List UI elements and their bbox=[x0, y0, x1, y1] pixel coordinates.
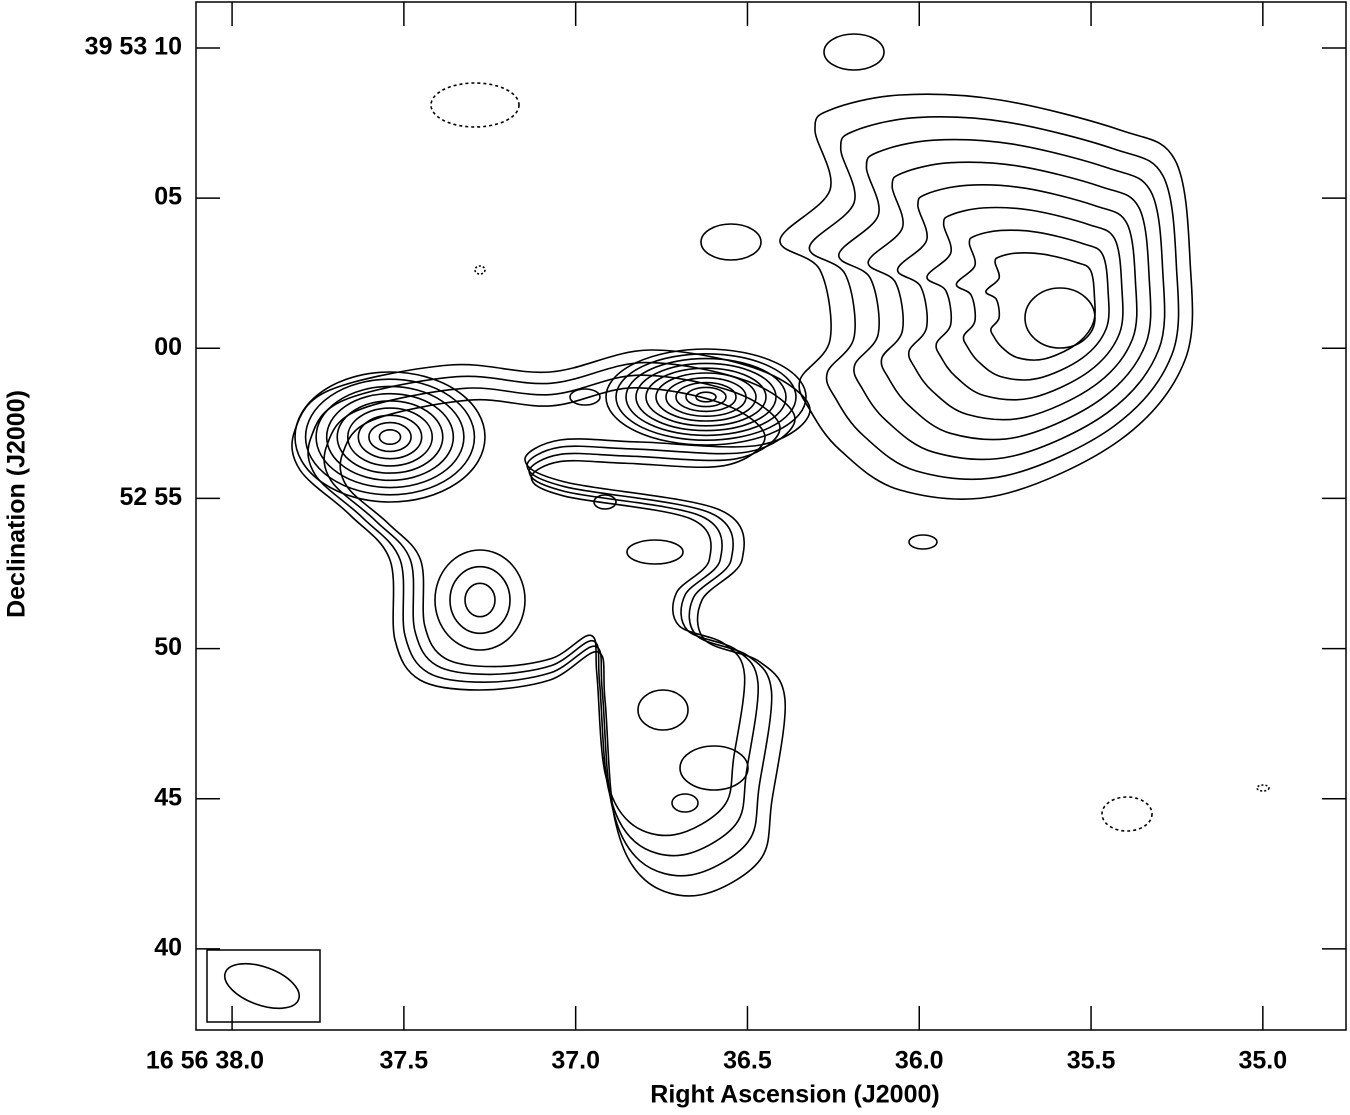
contour-line bbox=[779, 93, 1194, 500]
plot-frame bbox=[195, 1, 1347, 1031]
contour-line bbox=[336, 400, 444, 474]
contour-line bbox=[655, 372, 757, 422]
contour-line bbox=[1024, 287, 1096, 349]
contour-line bbox=[323, 374, 781, 857]
contour-line bbox=[434, 549, 526, 651]
y-tick-label: 40 bbox=[154, 934, 182, 962]
contour-line bbox=[637, 689, 689, 731]
x-tick-label: 37.0 bbox=[551, 1047, 600, 1075]
x-tick-label: 36.5 bbox=[723, 1047, 772, 1075]
contour-line bbox=[838, 138, 1166, 461]
contour-line bbox=[700, 223, 762, 261]
contour-line bbox=[808, 116, 1180, 480]
contour-line bbox=[291, 349, 811, 897]
contour-line bbox=[908, 534, 938, 550]
x-tick-label: 35.5 bbox=[1067, 1047, 1116, 1075]
contour-line bbox=[325, 392, 455, 482]
contour-line bbox=[368, 421, 412, 453]
contour-line bbox=[615, 352, 797, 441]
y-tick-label: 00 bbox=[154, 333, 182, 361]
contour-map bbox=[291, 33, 1270, 897]
contour-line bbox=[645, 367, 767, 427]
contour-line bbox=[1101, 796, 1153, 832]
contour-line bbox=[346, 407, 434, 467]
contour-line bbox=[896, 184, 1138, 421]
contour-line bbox=[985, 252, 1096, 361]
x-tick-label: 36.0 bbox=[895, 1047, 944, 1075]
contour-line bbox=[625, 357, 787, 437]
contour-line bbox=[378, 428, 402, 446]
x-axis-label: Right Ascension (J2000) bbox=[650, 1081, 939, 1109]
contour-line bbox=[357, 414, 423, 460]
contour-line bbox=[626, 539, 684, 565]
contour-line bbox=[307, 361, 796, 877]
contour-line bbox=[449, 565, 511, 635]
contour-line bbox=[695, 391, 717, 403]
beam-box bbox=[206, 949, 321, 1023]
contour-line bbox=[665, 376, 747, 417]
y-tick-label: 45 bbox=[154, 783, 182, 811]
contour-line bbox=[569, 388, 601, 406]
contour-line bbox=[635, 362, 777, 432]
contour-line bbox=[823, 33, 885, 71]
y-axis-label: Declination (J2000) bbox=[3, 390, 31, 618]
y-tick-label: 50 bbox=[154, 633, 182, 661]
contour-line bbox=[430, 82, 520, 128]
x-tick-label: 35.0 bbox=[1239, 1047, 1288, 1075]
contour-line bbox=[315, 385, 465, 489]
y-tick-label: 05 bbox=[154, 183, 182, 211]
contour-line bbox=[867, 161, 1152, 441]
contour-line bbox=[294, 371, 486, 503]
contour-line bbox=[675, 381, 737, 413]
contour-line bbox=[1256, 784, 1270, 792]
contour-line bbox=[671, 793, 699, 813]
beam-ellipse bbox=[223, 962, 301, 1010]
contour-line bbox=[679, 745, 749, 791]
contour-line bbox=[474, 265, 486, 275]
contour-line bbox=[593, 494, 617, 510]
contour-line bbox=[304, 378, 476, 496]
contour-line bbox=[926, 206, 1124, 401]
contour-line bbox=[464, 582, 496, 618]
contour-line bbox=[955, 229, 1110, 381]
x-tick-label: 37.5 bbox=[380, 1047, 429, 1075]
y-tick-label: 39 53 10 bbox=[85, 33, 182, 61]
contour-line bbox=[339, 386, 766, 837]
contour-line bbox=[605, 348, 807, 446]
x-tick-label: 16 56 38.0 bbox=[146, 1047, 264, 1075]
contour-line bbox=[685, 386, 727, 408]
y-tick-label: 52 55 bbox=[119, 483, 182, 511]
